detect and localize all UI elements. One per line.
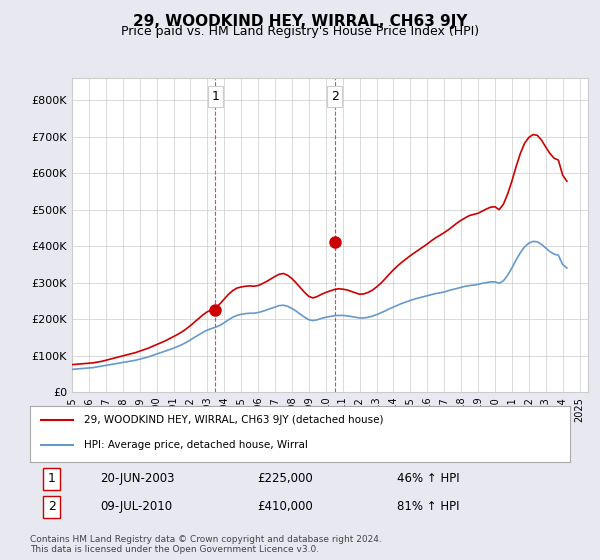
Text: £225,000: £225,000 [257, 473, 313, 486]
Text: 09-JUL-2010: 09-JUL-2010 [100, 500, 172, 513]
Text: 2: 2 [331, 90, 338, 103]
Text: £410,000: £410,000 [257, 500, 313, 513]
Text: 20-JUN-2003: 20-JUN-2003 [100, 473, 175, 486]
Text: 2: 2 [47, 500, 56, 513]
Text: Price paid vs. HM Land Registry's House Price Index (HPI): Price paid vs. HM Land Registry's House … [121, 25, 479, 38]
Text: 1: 1 [47, 473, 56, 486]
Text: 46% ↑ HPI: 46% ↑ HPI [397, 473, 460, 486]
Text: HPI: Average price, detached house, Wirral: HPI: Average price, detached house, Wirr… [84, 440, 308, 450]
Text: 29, WOODKIND HEY, WIRRAL, CH63 9JY: 29, WOODKIND HEY, WIRRAL, CH63 9JY [133, 14, 467, 29]
Text: 29, WOODKIND HEY, WIRRAL, CH63 9JY (detached house): 29, WOODKIND HEY, WIRRAL, CH63 9JY (deta… [84, 415, 383, 425]
Text: Contains HM Land Registry data © Crown copyright and database right 2024.
This d: Contains HM Land Registry data © Crown c… [30, 535, 382, 554]
Text: 1: 1 [211, 90, 219, 103]
Text: 81% ↑ HPI: 81% ↑ HPI [397, 500, 460, 513]
